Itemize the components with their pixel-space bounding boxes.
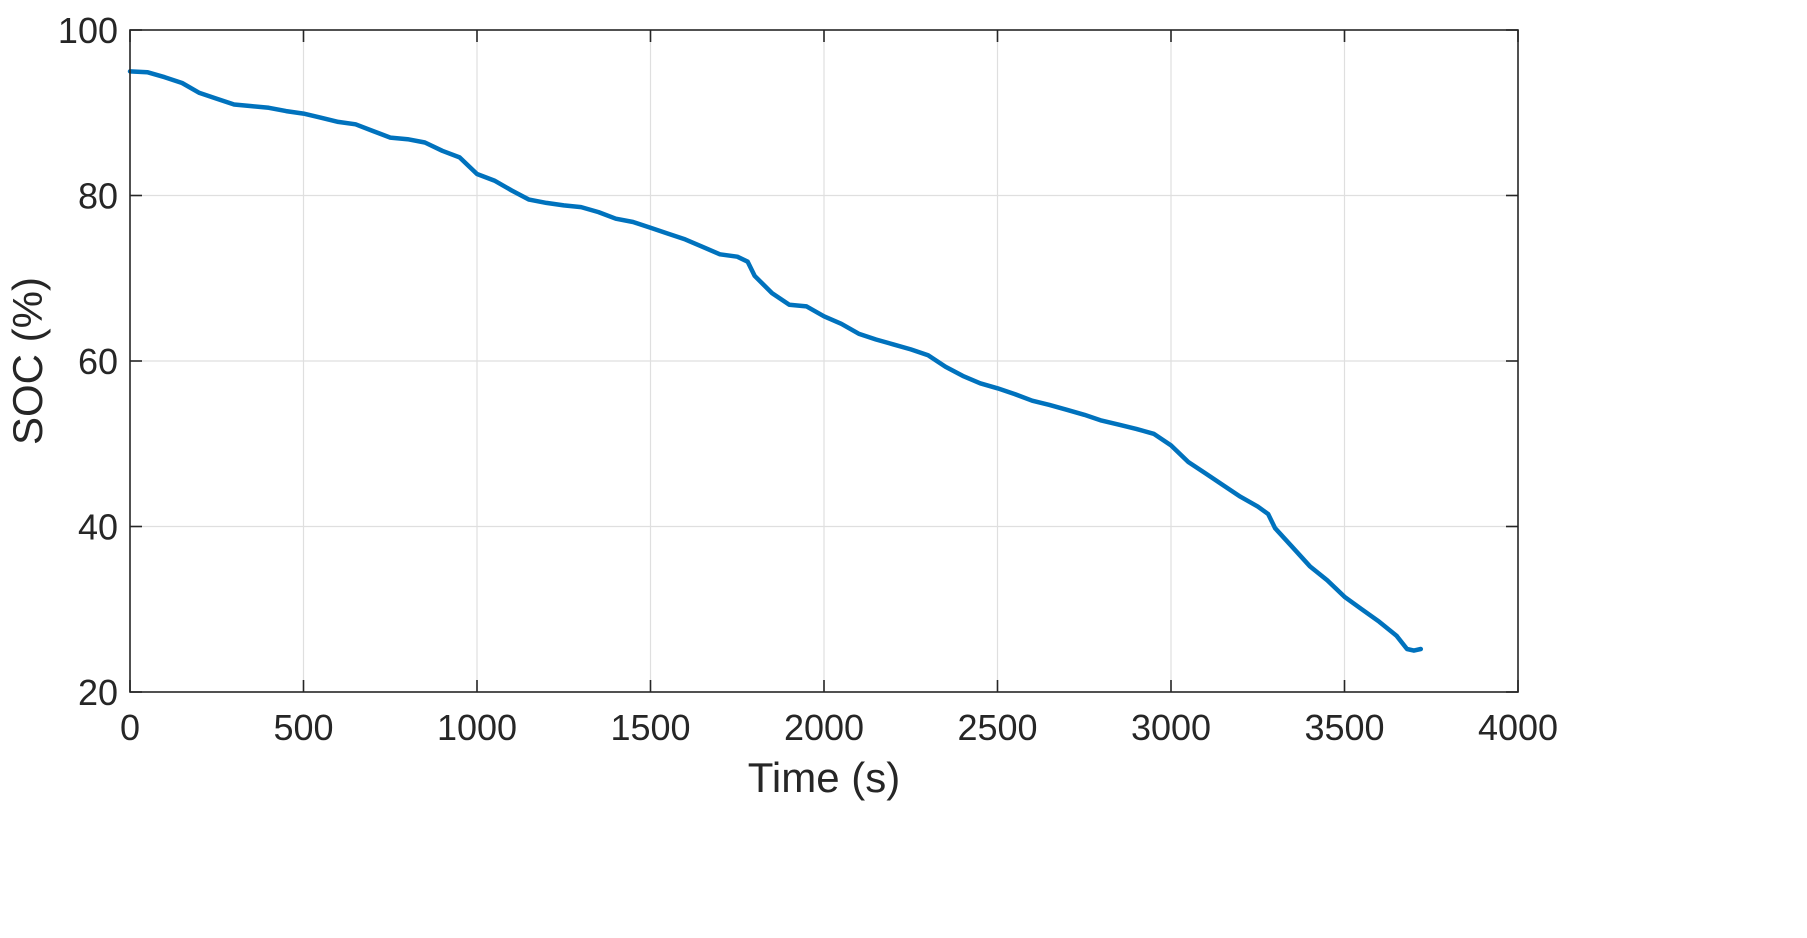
ticks: 0 500 1000 1500 2000 2500 3000 3500 4000 20 40 60 80…	[58, 10, 1558, 748]
y-tick-label: 20	[78, 672, 118, 713]
y-tick-label: 40	[78, 507, 118, 548]
y-axis-title: SOC (%)	[4, 277, 51, 445]
y-tick-label: 80	[78, 176, 118, 217]
series-layer	[127, 69, 1424, 653]
grid-lines	[130, 30, 1518, 692]
x-tick-label: 1000	[437, 707, 517, 748]
x-tick-label: 2500	[957, 707, 1037, 748]
y-tick-label: 60	[78, 341, 118, 382]
x-tick-label: 500	[273, 707, 333, 748]
x-tick-label: 4000	[1478, 707, 1558, 748]
x-tick-label: 2000	[784, 707, 864, 748]
x-tick-label: 3000	[1131, 707, 1211, 748]
y-tick-label: 100	[58, 10, 118, 51]
soc-series-line	[127, 69, 1424, 653]
x-axis-title: Time (s)	[748, 754, 900, 801]
x-tick-label: 3500	[1304, 707, 1384, 748]
x-tick-label: 0	[120, 707, 140, 748]
x-tick-label: 1500	[610, 707, 690, 748]
